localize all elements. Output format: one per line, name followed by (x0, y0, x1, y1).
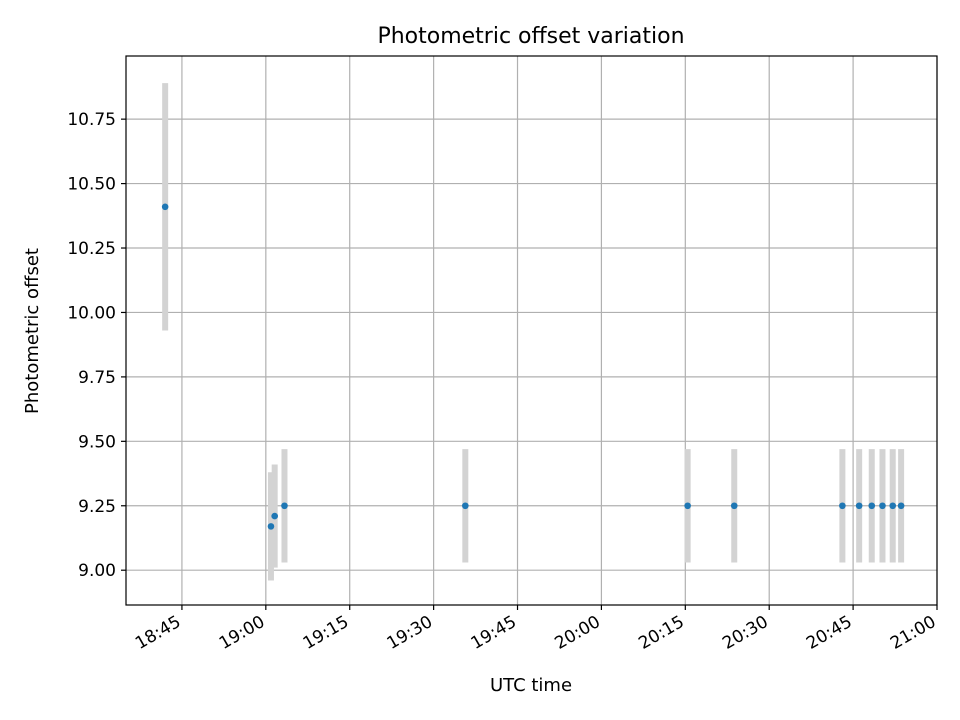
data-point (281, 502, 288, 510)
data-point (730, 502, 738, 510)
data-point (868, 502, 876, 510)
y-tick-label: 10.50 (67, 175, 116, 195)
data-point (271, 512, 278, 520)
data-point (889, 502, 897, 510)
data-point (161, 203, 169, 211)
y-tick-label: 9.00 (78, 561, 116, 581)
data-point (684, 502, 691, 510)
data-point (267, 523, 275, 530)
data-point (879, 502, 886, 510)
plot-frame (125, 55, 938, 606)
y-tick-label: 9.75 (78, 368, 116, 388)
y-tick-label: 10.00 (67, 303, 116, 323)
data-point (462, 502, 469, 510)
x-axis-label: UTC time (490, 675, 572, 696)
y-tick-label: 10.25 (67, 239, 116, 259)
data-point (855, 502, 863, 510)
chart-title: Photometric offset variation (377, 24, 684, 49)
data-point (839, 502, 846, 510)
y-tick-label: 9.25 (78, 497, 116, 517)
y-tick-label: 10.75 (67, 110, 116, 130)
data-points (161, 203, 905, 530)
data-point (897, 502, 905, 510)
y-axis-label: Photometric offset (22, 248, 43, 414)
y-tick-label: 9.50 (78, 432, 116, 452)
y-ticks: 9.00 9.25 9.50 9.75 10.00 10.25 10.50 10.75 (67, 110, 126, 581)
